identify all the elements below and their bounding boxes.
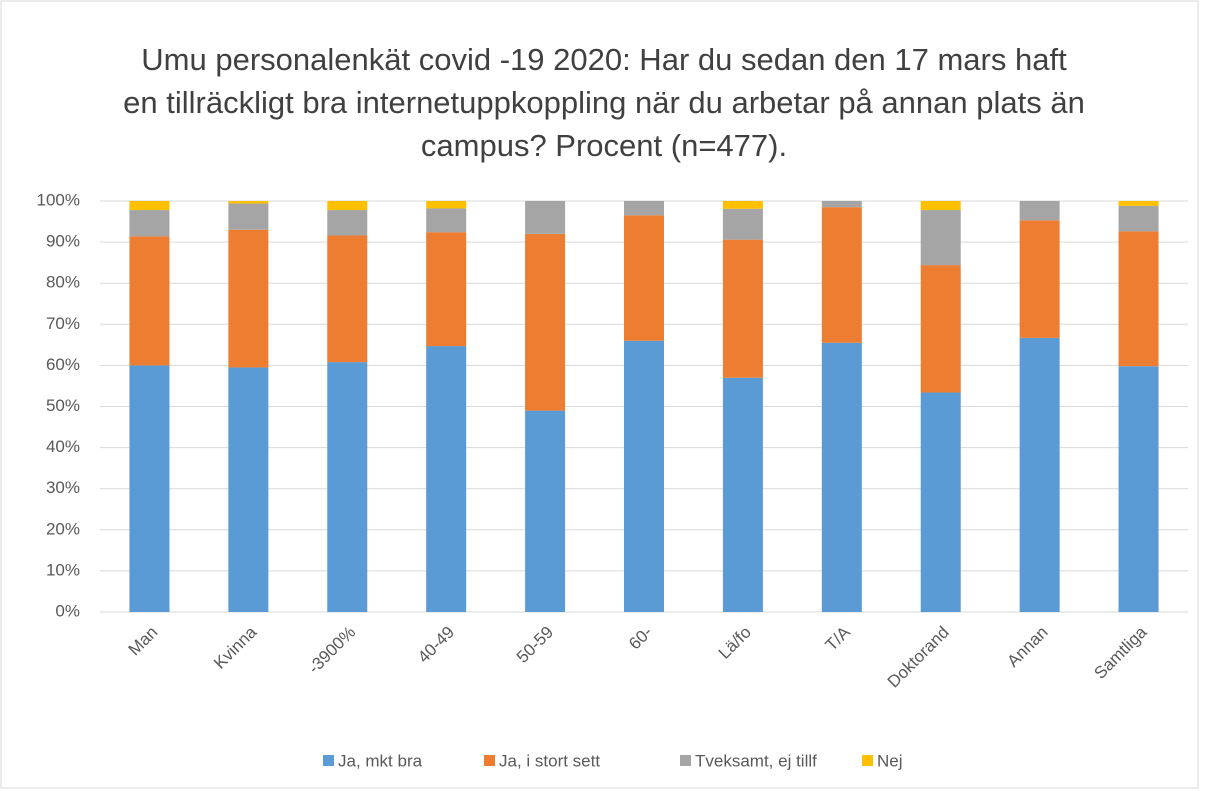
bar-segment: [821, 201, 862, 208]
bar-segment: [1019, 201, 1060, 221]
bar-segment: [722, 208, 763, 240]
y-tick-label: 80%: [46, 273, 80, 292]
legend-swatch: [862, 755, 873, 766]
legend-swatch: [484, 755, 495, 766]
bar-segment: [624, 340, 664, 612]
bar-segment: [920, 265, 961, 393]
bar-segment: [426, 232, 467, 347]
y-tick-label: 40%: [46, 437, 80, 456]
legend-label: Nej: [877, 751, 903, 770]
bar-segment: [920, 392, 961, 612]
bar-segment: [1118, 366, 1159, 612]
y-tick-label: 0%: [55, 601, 80, 620]
bar-segment: [327, 362, 368, 612]
bar-segment: [129, 365, 170, 612]
bar-segment: [228, 229, 269, 368]
bar-segment: [327, 235, 368, 363]
bar-segment: [228, 367, 269, 612]
y-tick-label: 30%: [46, 478, 80, 497]
bar-segment: [228, 201, 269, 204]
bar-segment: [129, 236, 170, 366]
y-tick-label: 10%: [46, 560, 80, 579]
bar-segment: [1019, 337, 1060, 612]
bar-segment: [920, 201, 961, 211]
bar-segment: [722, 201, 763, 209]
bar-segment: [525, 410, 566, 612]
y-tick-label: 60%: [46, 355, 80, 374]
bar-segment: [722, 239, 763, 378]
y-tick-label: 100%: [37, 190, 80, 209]
legend-label: Tveksamt, ej tillf: [695, 751, 817, 770]
bar-segment: [327, 210, 368, 236]
y-tick-label: 70%: [46, 314, 80, 333]
bar-segment: [821, 342, 862, 612]
bar-segment: [722, 377, 763, 612]
legend-swatch: [680, 755, 691, 766]
bar-segment: [426, 208, 467, 233]
y-tick-label: 20%: [46, 519, 80, 538]
legend-swatch: [323, 755, 334, 766]
y-tick-label: 90%: [46, 232, 80, 251]
legend-label: Ja, i stort sett: [499, 751, 600, 770]
bar-segment: [624, 215, 664, 341]
bar-segment: [624, 201, 664, 216]
bar-segment: [920, 210, 961, 266]
bar-segment: [525, 201, 566, 234]
bar-segment: [1118, 205, 1159, 232]
legend-label: Ja, mkt bra: [338, 751, 423, 770]
bar-segment: [821, 207, 862, 343]
y-tick-label: 50%: [46, 396, 80, 415]
bar-segment: [426, 346, 467, 612]
bar-segment: [1118, 201, 1159, 206]
bar-segment: [129, 201, 170, 211]
bar-segment: [129, 210, 170, 237]
bar-segment: [1019, 220, 1060, 338]
bar-segment: [1118, 231, 1159, 367]
chart-title: Umu personalenkät covid -19 2020: Har du…: [123, 42, 1085, 163]
bar-segment: [426, 201, 467, 209]
bar-segment: [327, 201, 368, 211]
bar-segment: [228, 203, 269, 230]
bar-segment: [525, 233, 566, 411]
